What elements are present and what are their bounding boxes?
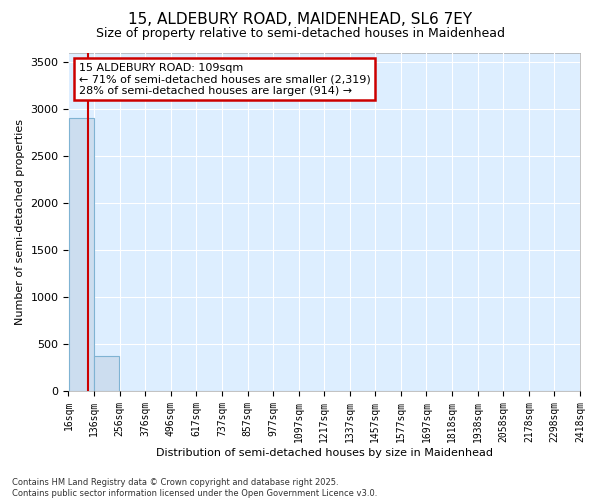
Text: Size of property relative to semi-detached houses in Maidenhead: Size of property relative to semi-detach… (95, 28, 505, 40)
Y-axis label: Number of semi-detached properties: Number of semi-detached properties (15, 119, 25, 325)
Bar (94, 356, 119, 391)
Bar (68, 118, 94, 391)
Text: 15, ALDEBURY ROAD, MAIDENHEAD, SL6 7EY: 15, ALDEBURY ROAD, MAIDENHEAD, SL6 7EY (128, 12, 472, 28)
Text: 15 ALDEBURY ROAD: 109sqm
← 71% of semi-detached houses are smaller (2,319)
28% o: 15 ALDEBURY ROAD: 109sqm ← 71% of semi-d… (79, 62, 370, 96)
Text: Contains HM Land Registry data © Crown copyright and database right 2025.
Contai: Contains HM Land Registry data © Crown c… (12, 478, 377, 498)
X-axis label: Distribution of semi-detached houses by size in Maidenhead: Distribution of semi-detached houses by … (156, 448, 493, 458)
